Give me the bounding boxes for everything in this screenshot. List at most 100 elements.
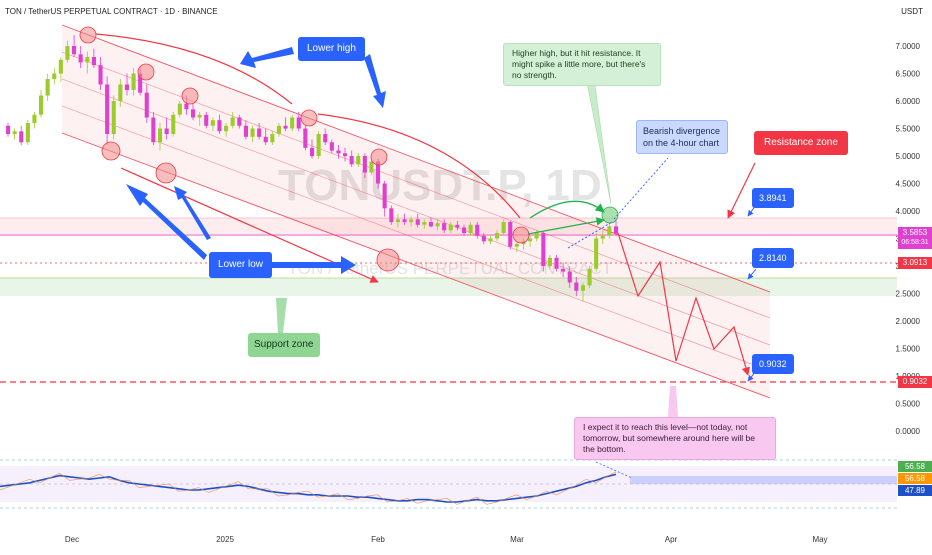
support-zone-label: Support zone [248,333,320,357]
current-price-tag: 3.5853 06:58:31 [898,227,932,249]
candle-body [210,120,215,126]
candle-body [217,120,222,132]
channel-lower-line [61,132,771,399]
price-tick-label: 5.5000 [896,125,921,134]
candle-body [105,84,110,134]
time-label-feb: Feb [371,535,385,544]
candle-body [283,125,288,129]
candle-body [395,219,400,223]
candle-body [243,125,248,137]
candle-body [19,131,24,143]
candle-body [541,233,546,266]
arrow-lower-low-2 [174,186,211,240]
rsi-fast-line [0,471,617,505]
candle-body [32,114,37,124]
candle-body [25,123,30,143]
time-label-mar: Mar [510,535,524,544]
candle-body [528,238,533,242]
lower-high-label: Lower high [298,37,365,61]
resistance-zone-band [0,218,897,236]
price-tick-label: 2.0000 [896,317,921,326]
time-label-2025: 2025 [216,535,234,544]
candle-body [39,95,44,115]
higher-high-circle [601,206,619,224]
price-tick-label: 7.0000 [896,42,921,51]
arrow-lower-low-1 [126,184,207,260]
candle-body [85,57,90,63]
candle-body [151,117,156,143]
rsi-divergence-dotted [595,461,633,479]
channel-upper-line [61,24,771,293]
watermark-symbol: TONUSDT.P, 1D [278,161,602,210]
price-tick-label: 1.5000 [896,345,921,354]
candle-body [118,84,123,101]
candle-body [349,156,354,165]
candle-body [111,101,116,134]
candle-body [323,134,328,143]
candle-body [343,153,348,157]
candle-body [574,282,579,291]
time-label-may: May [812,535,827,544]
candle-body [534,233,539,239]
candle-body [448,224,453,231]
candle-body [594,238,599,269]
candle-body [257,128,262,137]
candle-body [184,103,189,110]
current-price-value: 3.5853 [902,228,928,237]
candle-body [138,73,143,93]
candle-body [45,79,50,96]
candle-body [382,183,387,209]
swing-high-circle [79,26,97,44]
red-line-price-tag: 3.0913 [898,257,932,269]
candle-body [554,257,559,269]
candle-body [65,46,70,60]
swing-circles [79,26,619,272]
price-tick-label: 5.0000 [896,152,921,161]
rsi-projection-band [630,476,897,484]
candle-body [481,235,486,242]
candle-body [369,161,374,173]
candle-body [362,156,367,173]
candle-body [547,257,552,267]
candle-body [52,73,57,79]
arrow-lower-low-3 [263,256,356,274]
target-price-tag: 0.9032 [898,376,932,388]
candle-body [191,109,196,118]
countdown-value: 06:58:31 [901,239,929,246]
divergence-pointer [613,157,669,220]
candle-body [435,223,440,227]
expect-note: I expect it to reach this level—not toda… [574,417,776,460]
candle-body [6,125,11,134]
descending-channel-fill [62,25,770,398]
rsi-line [0,473,617,503]
candle-body [561,268,566,272]
currency-label: USDT [901,7,923,16]
candle-body [310,147,315,157]
price-tick-label: 6.0000 [896,97,921,106]
candle-body [607,226,612,236]
resistance-zone-label: Resistance zone [754,131,848,155]
candle-body [270,134,275,143]
time-axis: Dec 2025 Feb Mar Apr May [65,535,828,544]
candle-body [124,84,129,90]
candle-body [356,156,361,165]
candle-body [316,134,321,156]
rsi-tag-lower: 47.89 [898,485,932,496]
support-zone-pointer [276,298,287,333]
swing-high-circle [137,63,155,81]
candle-body [508,222,513,247]
lower-high-arc-1 [95,33,293,105]
candle-body [144,92,149,118]
swing-low-circle [155,162,177,184]
price-tick-label: 6.5000 [896,70,921,79]
candle-body [131,73,136,90]
candle-body [514,244,519,247]
rsi-tag-upper: 56.58 [898,461,932,472]
rsi-pane [0,459,897,509]
candle-body [303,128,308,148]
lower-high-arc-2 [317,113,521,219]
candle-body [462,227,467,233]
candle-body [614,226,619,234]
